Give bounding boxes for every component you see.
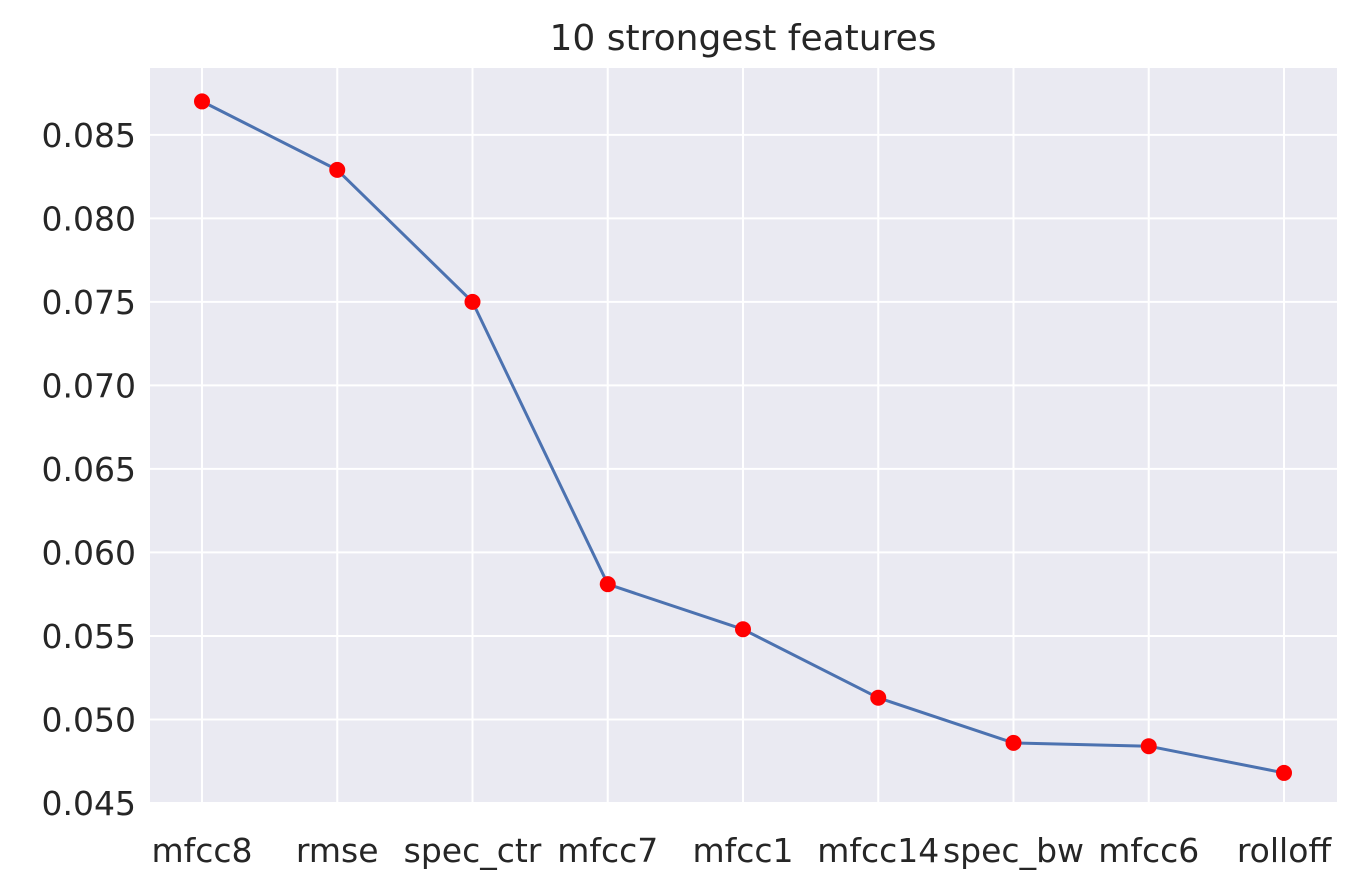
chart-title: 10 strongest features [549, 18, 936, 59]
x-axis-ticks: mfcc8 rmse spec_ctr mfcc7 mfcc1 mfcc14 spec_bw… [151, 831, 1332, 870]
x-tick-label: rmse [296, 831, 379, 870]
data-point [1276, 764, 1292, 781]
y-tick-label: 0.075 [42, 283, 136, 322]
y-tick-label: 0.080 [42, 199, 136, 238]
data-point [329, 161, 346, 178]
x-tick-label: mfcc7 [557, 831, 658, 870]
data-point [1140, 738, 1157, 755]
data-point [1005, 734, 1022, 751]
y-tick-label: 0.060 [42, 533, 136, 572]
data-point [599, 576, 616, 593]
y-tick-label: 0.065 [42, 450, 136, 489]
x-tick-label: spec_ctr [404, 831, 542, 870]
data-markers [194, 93, 1292, 781]
x-tick-label: mfcc6 [1098, 831, 1199, 870]
data-point [194, 93, 210, 110]
x-tick-label: mfcc1 [692, 831, 793, 870]
x-tick-label: mfcc8 [151, 831, 252, 870]
y-tick-label: 0.055 [42, 617, 136, 656]
y-axis-ticks: 0.045 0.050 0.055 0.060 0.065 0.070 0.075 0.080… [42, 116, 136, 823]
y-tick-label: 0.045 [42, 784, 136, 823]
x-tick-label: spec_bw [943, 831, 1084, 870]
y-tick-label: 0.085 [42, 116, 136, 155]
x-tick-label: rolloff [1237, 831, 1333, 870]
x-tick-label: mfcc14 [817, 831, 939, 870]
y-tick-label: 0.050 [42, 700, 136, 739]
data-point [735, 621, 751, 638]
y-tick-label: 0.070 [42, 366, 136, 405]
data-point [870, 689, 887, 706]
data-point [464, 293, 481, 310]
